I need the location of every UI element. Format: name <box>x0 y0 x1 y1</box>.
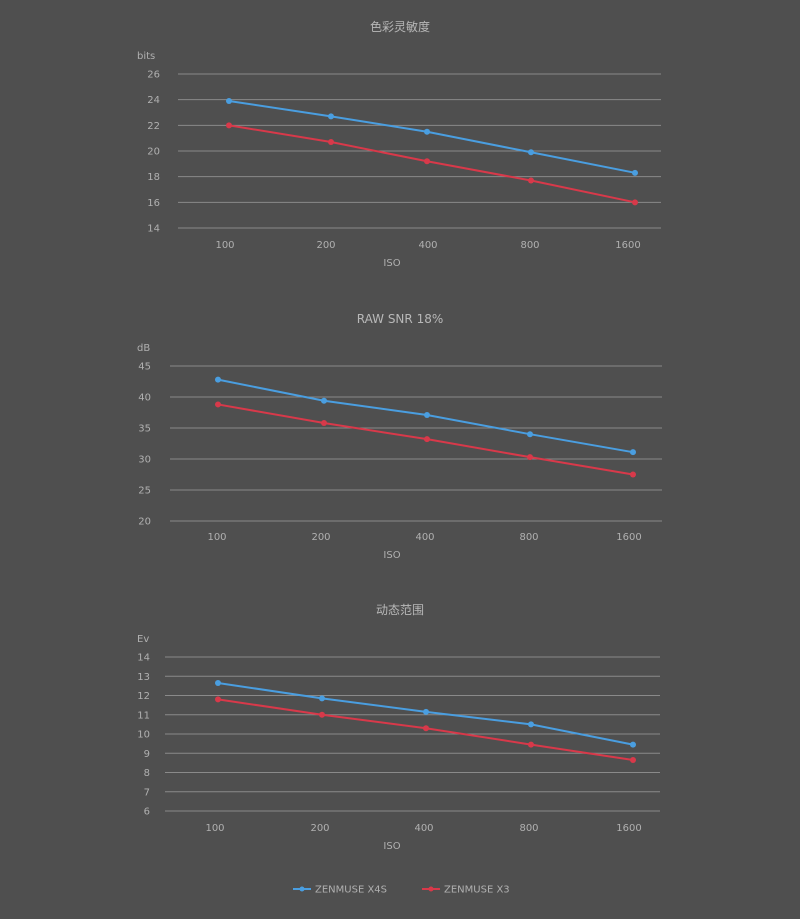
legend-marker <box>299 886 305 892</box>
x-axis-title: ISO <box>383 258 400 269</box>
y-tick-label: 6 <box>144 807 150 818</box>
data-point <box>321 420 327 427</box>
data-point <box>630 741 636 748</box>
y-tick-label: 16 <box>147 198 160 209</box>
y-tick-label: 18 <box>147 172 160 183</box>
y-tick-label: 8 <box>144 768 150 779</box>
data-point <box>528 741 534 748</box>
chart-title: RAW SNR 18% <box>357 312 444 326</box>
data-point <box>319 711 325 718</box>
y-tick-label: 45 <box>138 362 151 373</box>
data-point <box>424 128 430 135</box>
legend-item: ZENMUSE X3 <box>422 885 510 896</box>
x-tick-label: 100 <box>205 823 224 834</box>
y-tick-label: 24 <box>147 95 160 106</box>
x-tick-label: 400 <box>415 532 434 543</box>
x-tick-label: 100 <box>207 532 226 543</box>
series-line <box>228 124 636 204</box>
charts-group: 色彩灵敏度 bits 14 16 18 20 22 24 26 100 200 400 800 1600 I… <box>137 19 662 852</box>
data-point <box>328 139 334 146</box>
data-point <box>215 401 221 408</box>
data-point <box>215 696 221 703</box>
y-tick-label: 12 <box>137 691 150 702</box>
y-tick-label: 40 <box>138 393 151 404</box>
data-point <box>321 397 327 404</box>
x-tick-label: 400 <box>418 240 437 251</box>
data-point <box>424 436 430 443</box>
y-unit-label: Ev <box>137 634 149 645</box>
x-tick-label: 400 <box>414 823 433 834</box>
data-point <box>630 449 636 456</box>
data-point <box>424 411 430 418</box>
y-tick-label: 25 <box>138 486 151 497</box>
legend-marker <box>428 886 434 892</box>
y-tick-label: 9 <box>144 749 150 760</box>
data-point <box>215 376 221 383</box>
legend: ZENMUSE X4S ZENMUSE X3 <box>293 885 510 896</box>
x-tick-label: 100 <box>215 240 234 251</box>
data-point <box>423 725 429 732</box>
y-tick-label: 7 <box>144 787 150 798</box>
x-tick-label: 200 <box>316 240 335 251</box>
x-tick-label: 800 <box>519 823 538 834</box>
data-point <box>527 454 533 461</box>
data-point <box>328 113 334 120</box>
legend-label: ZENMUSE X4S <box>315 885 387 896</box>
y-tick-label: 14 <box>147 224 160 235</box>
data-point <box>632 169 638 176</box>
chart-panel: 色彩灵敏度 bits 14 16 18 20 22 24 26 100 200 400 800 1600 I… <box>137 19 661 269</box>
y-tick-label: 26 <box>147 70 160 81</box>
x-axis-title: ISO <box>383 841 400 852</box>
x-tick-label: 1600 <box>615 240 640 251</box>
chart-title: 动态范围 <box>376 603 424 617</box>
data-point <box>527 431 533 438</box>
y-tick-label: 10 <box>137 730 150 741</box>
data-point <box>528 177 534 184</box>
y-unit-label: dB <box>137 343 150 354</box>
y-tick-label: 20 <box>147 147 160 158</box>
data-point <box>226 122 232 129</box>
y-tick-label: 20 <box>138 517 151 528</box>
x-tick-label: 1600 <box>616 823 641 834</box>
chart-title: 色彩灵敏度 <box>370 19 430 34</box>
y-tick-label: 30 <box>138 455 151 466</box>
data-point <box>528 721 534 728</box>
chart-panel: RAW SNR 18% dB 20 25 30 35 40 45 100 200 400 800 160… <box>137 312 662 561</box>
y-tick-label: 11 <box>137 710 150 721</box>
data-point <box>319 695 325 702</box>
y-tick-label: 35 <box>138 424 151 435</box>
x-tick-label: 200 <box>311 532 330 543</box>
y-tick-label: 14 <box>137 653 150 664</box>
y-tick-label: 22 <box>147 121 160 132</box>
legend-item: ZENMUSE X4S <box>293 885 387 896</box>
data-point <box>630 471 636 478</box>
data-point <box>632 199 638 206</box>
data-point <box>424 158 430 165</box>
y-unit-label: bits <box>137 51 155 62</box>
data-point <box>215 679 221 686</box>
x-tick-label: 1600 <box>616 532 641 543</box>
chart-panel: 动态范围 Ev 6 7 8 9 10 11 12 13 14 100 200 400 800 1600 ISO <box>137 603 660 852</box>
data-point <box>226 97 232 104</box>
x-axis-title: ISO <box>383 550 400 561</box>
data-point <box>630 756 636 763</box>
x-tick-label: 800 <box>520 240 539 251</box>
x-tick-label: 800 <box>519 532 538 543</box>
legend-label: ZENMUSE X3 <box>444 885 510 896</box>
y-tick-label: 13 <box>137 672 150 683</box>
data-point <box>528 149 534 156</box>
x-tick-label: 200 <box>310 823 329 834</box>
data-point <box>423 708 429 715</box>
